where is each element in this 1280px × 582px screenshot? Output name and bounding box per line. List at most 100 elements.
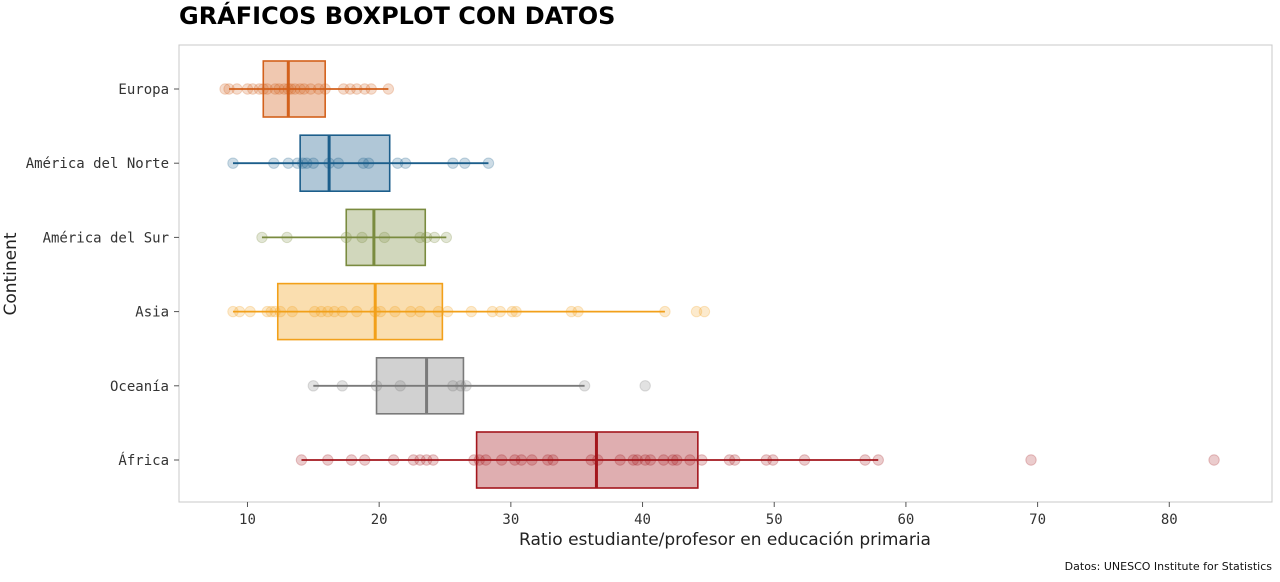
series-5-point [729, 454, 741, 466]
series-2-point [356, 231, 368, 244]
series-2-group [256, 208, 453, 267]
series-0-group [219, 60, 395, 118]
series-3-point [315, 305, 327, 318]
series-3-point [486, 305, 499, 318]
x-tick-label: 40 [634, 512, 651, 528]
series-0-box [262, 60, 326, 118]
series-5-point [407, 454, 420, 466]
series-0-point [223, 83, 235, 95]
series-1-point [399, 157, 412, 169]
series-5-point [667, 454, 679, 466]
series-1-point [362, 157, 375, 169]
series-5-point [798, 454, 811, 466]
series-3-point [261, 305, 273, 318]
y-axis-title: Continent [1, 232, 21, 315]
series-0-point [273, 83, 285, 95]
series-0-point [261, 83, 273, 95]
series-3-point [465, 305, 478, 318]
series-5-point [671, 454, 683, 466]
series-5-point [1208, 454, 1220, 466]
series-5-point [639, 454, 651, 466]
series-1-point [357, 157, 370, 169]
series-5-point [387, 454, 400, 466]
series-4-group [307, 356, 651, 415]
series-5-point [420, 454, 433, 466]
series-5-point [696, 454, 708, 466]
series-5-point [414, 454, 426, 466]
series-1-box [299, 134, 391, 192]
x-axis: 10 20 30 40 50 60 70 80 [239, 502, 1178, 528]
series-0-point [231, 83, 243, 95]
series-4-point [336, 380, 348, 392]
series-3-point [269, 305, 281, 318]
y-tick-label: América del Norte [26, 156, 169, 172]
series-0-point [304, 83, 317, 95]
series-0-point [289, 83, 301, 95]
series-0-point [298, 83, 310, 95]
series-0-point [358, 83, 371, 95]
series-2-point [340, 231, 352, 244]
series-5-point [644, 454, 657, 466]
x-tick-label: 30 [502, 512, 519, 528]
series-5-point [509, 454, 521, 466]
series-0-point [319, 83, 331, 95]
series-5-point [684, 454, 696, 466]
series-2-point [420, 231, 433, 244]
series-5-point [585, 454, 597, 466]
series-1-point [459, 157, 471, 169]
series-4-point [447, 380, 459, 392]
series-3-point [414, 305, 426, 318]
y-tick-label: América del Sur [43, 230, 169, 246]
series-5-point [631, 454, 643, 466]
series-4-point [455, 380, 467, 392]
series-3-point [308, 305, 321, 318]
series-1-point [297, 157, 309, 169]
series-5-point [495, 454, 508, 466]
series-1-point [447, 157, 459, 169]
series-3-box [276, 282, 444, 341]
series-3-point [441, 305, 454, 318]
series-1-point [482, 157, 495, 169]
series-1-point [301, 157, 313, 169]
series-5-box [475, 431, 699, 489]
series-1-point [227, 157, 239, 169]
series-3-point [336, 305, 348, 318]
series-5-group [295, 431, 1220, 489]
x-tick-label: 80 [1161, 512, 1178, 528]
series-1-point [282, 157, 294, 169]
series-0-point [253, 83, 266, 95]
series-5-point [859, 454, 871, 466]
series-3-point [374, 305, 387, 318]
series-3-point [286, 305, 298, 318]
x-axis-title: Ratio estudiante/profesor en educación p… [519, 530, 931, 550]
plot-layer [219, 60, 1220, 489]
series-5-point [657, 454, 670, 466]
series-2-point [281, 231, 293, 244]
series-5-point [468, 454, 480, 466]
x-tick-label: 70 [1029, 512, 1046, 528]
series-3-point [233, 305, 246, 318]
series-3-point [494, 305, 507, 318]
series-3-point [244, 305, 256, 318]
series-0-point [351, 83, 363, 95]
series-0-point [294, 83, 306, 95]
series-2-point [428, 231, 441, 244]
series-3-point [572, 305, 584, 318]
series-3-point [389, 305, 401, 318]
series-0-point [337, 83, 350, 95]
x-tick-label: 60 [897, 512, 914, 528]
series-3-point [405, 305, 417, 318]
series-4-point [307, 380, 320, 392]
series-0-point [247, 83, 259, 95]
series-0-point [382, 83, 395, 95]
series-5-point [542, 454, 554, 466]
series-0-point [312, 83, 325, 95]
series-0-point [278, 83, 291, 95]
series-1-point [332, 157, 345, 169]
y-axis: Europa América del Norte América del Sur As… [26, 82, 179, 469]
y-tick-label: Europa [118, 82, 169, 98]
series-5-point [1025, 454, 1037, 466]
series-4-box [375, 356, 465, 415]
series-5-point [526, 454, 538, 466]
